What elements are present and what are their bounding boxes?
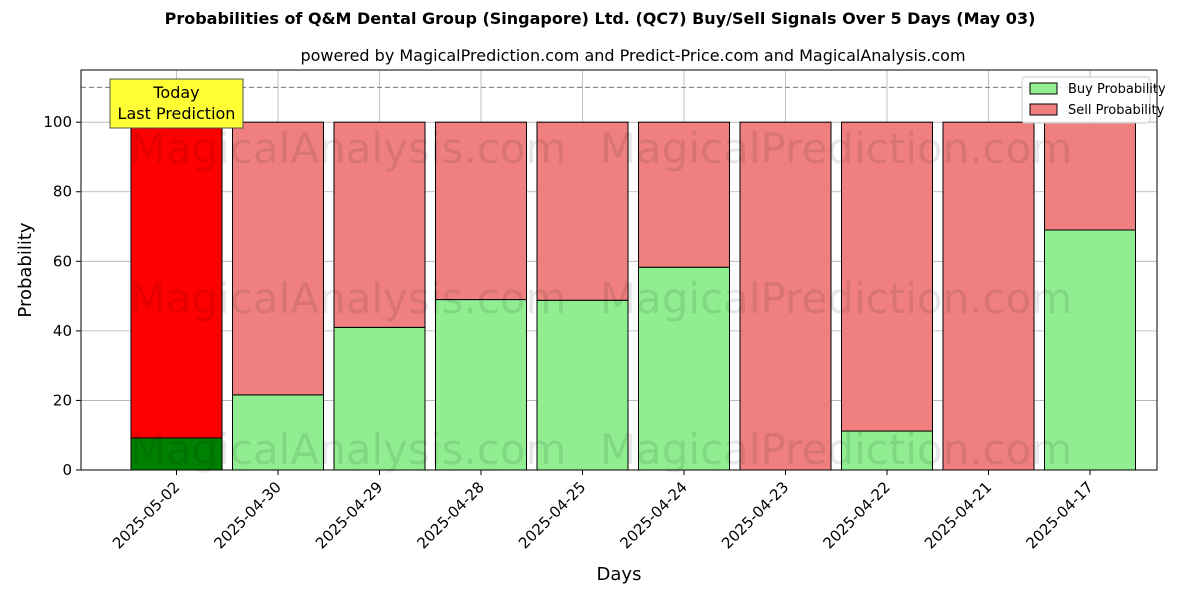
bars-layer — [130, 121, 1136, 471]
watermark-text: MagicalPrediction.com — [600, 124, 1073, 173]
legend-label-buy: Buy Probability — [1068, 82, 1166, 97]
x-tick-label: 2025-05-02 — [109, 478, 183, 552]
sell-bar — [1044, 121, 1136, 231]
sell-bar — [739, 121, 832, 471]
sell-bar — [130, 121, 223, 439]
y-tick-label: 60 — [53, 252, 72, 270]
buy-bar — [130, 437, 223, 471]
today-annotation: Today Last Prediction — [109, 78, 244, 129]
annotation-line-1: Today — [152, 83, 199, 102]
x-axis-label: Days — [597, 564, 642, 585]
sell-bar — [638, 121, 730, 268]
buy-bar — [232, 394, 324, 471]
sell-bar — [333, 121, 426, 328]
x-tick-label: 2025-04-21 — [921, 478, 995, 552]
x-tick-label: 2025-04-28 — [413, 478, 487, 552]
x-tick-label: 2025-04-30 — [210, 478, 284, 552]
chart-title: Probabilities of Q&M Dental Group (Singa… — [164, 9, 1036, 28]
x-tick-label: 2025-04-24 — [616, 478, 690, 552]
buy-bar — [333, 326, 426, 471]
watermark-text: MagicalAnalysis.com — [130, 425, 567, 474]
x-tick-label: 2025-04-23 — [718, 478, 792, 552]
y-axis-ticks: 0 20 40 60 80 100 — [43, 113, 81, 479]
watermark-text: MagicalPrediction.com — [600, 425, 1073, 474]
x-tick-label: 2025-04-25 — [515, 478, 589, 552]
sell-bar — [435, 121, 527, 301]
sell-bar — [232, 121, 324, 396]
y-axis-label: Probability — [15, 222, 36, 317]
watermark-layer: MagicalAnalysis.com MagicalPrediction.com… — [130, 124, 1073, 474]
x-tick-label: 2025-04-29 — [312, 478, 386, 552]
y-tick-label: 100 — [43, 113, 72, 131]
buy-bar — [638, 266, 730, 471]
plot-frame — [80, 69, 1158, 471]
legend: Buy Probability Sell Probability — [1021, 76, 1166, 124]
y-tick-label: 0 — [62, 461, 72, 479]
sell-bar — [536, 121, 629, 301]
watermark-text: MagicalPrediction.com — [600, 274, 1073, 323]
x-tick-label: 2025-04-17 — [1022, 478, 1096, 552]
buy-bar — [841, 430, 933, 471]
buy-bar — [435, 299, 527, 471]
chart-subtitle: powered by MagicalPrediction.com and Pre… — [300, 46, 966, 65]
legend-swatch-buy — [1029, 82, 1058, 95]
x-tick-label: 2025-04-22 — [819, 478, 893, 552]
buy-bar — [1044, 229, 1136, 471]
legend-label-sell: Sell Probability — [1068, 103, 1165, 118]
sell-bar — [942, 121, 1035, 471]
watermark-text: MagicalAnalysis.com — [130, 124, 567, 173]
watermark-text: MagicalAnalysis.com — [130, 274, 567, 323]
y-tick-label: 40 — [53, 322, 72, 340]
annotation-box — [109, 78, 244, 129]
annotation-line-2: Last Prediction — [118, 104, 236, 123]
y-tick-label: 20 — [53, 391, 72, 409]
y-tick-label: 80 — [53, 183, 72, 201]
buy-bar — [536, 299, 629, 471]
legend-swatch-sell — [1029, 103, 1058, 116]
sell-bar — [841, 121, 933, 432]
x-axis-ticks: 2025-05-02 2025-04-30 2025-04-29 2025-04-28… — [109, 470, 1097, 552]
